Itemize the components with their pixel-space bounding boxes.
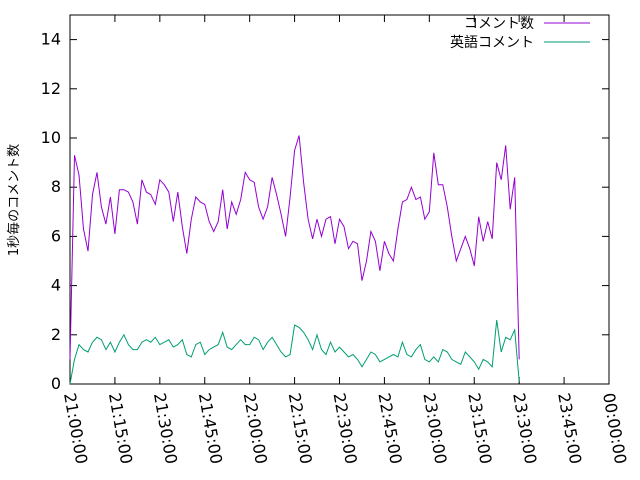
x-tick-label: 23:45:00 xyxy=(554,391,585,465)
y-axis: 0 2 4 6 8 10 12 14 xyxy=(41,30,609,393)
y-tick-label: 8 xyxy=(51,177,61,196)
x-tick-label: 22:15:00 xyxy=(285,391,316,465)
y-tick-label: 2 xyxy=(51,325,61,344)
x-tick-label: 23:30:00 xyxy=(509,391,540,465)
y-tick-label: 10 xyxy=(41,128,61,147)
plot-frame xyxy=(69,14,610,385)
y-tick-label: 14 xyxy=(41,30,61,49)
x-tick-label: 22:00:00 xyxy=(240,391,271,465)
x-tick-label: 21:00:00 xyxy=(60,391,91,465)
x-tick-label: 21:15:00 xyxy=(105,391,136,465)
legend-label-2: 英語コメント xyxy=(450,34,534,51)
x-tick-label: 23:00:00 xyxy=(419,391,450,465)
x-tick-label: 22:30:00 xyxy=(330,391,361,465)
y-tick-label: 6 xyxy=(51,226,61,245)
x-tick-label: 22:45:00 xyxy=(374,391,405,465)
series-line-1 xyxy=(69,135,520,360)
y-tick-label: 12 xyxy=(41,79,61,98)
x-tick-label: 21:45:00 xyxy=(195,391,226,465)
legend-label-1: コメント数 xyxy=(464,16,534,32)
x-axis: 21:00:00 21:15:00 21:30:00 21:45:00 22:00:00… xyxy=(60,15,630,465)
y-tick-label: 4 xyxy=(51,276,61,295)
series-layer xyxy=(69,135,520,385)
x-tick-label: 21:30:00 xyxy=(150,391,181,465)
series-line-2 xyxy=(69,319,520,385)
x-tick-label: 23:15:00 xyxy=(464,391,495,465)
plot-border xyxy=(69,14,610,385)
y-axis-label: 1秒毎のコメント数 xyxy=(6,144,22,256)
x-tick-label: 00:00:00 xyxy=(599,391,630,465)
y-tick-label: 0 xyxy=(51,374,61,393)
